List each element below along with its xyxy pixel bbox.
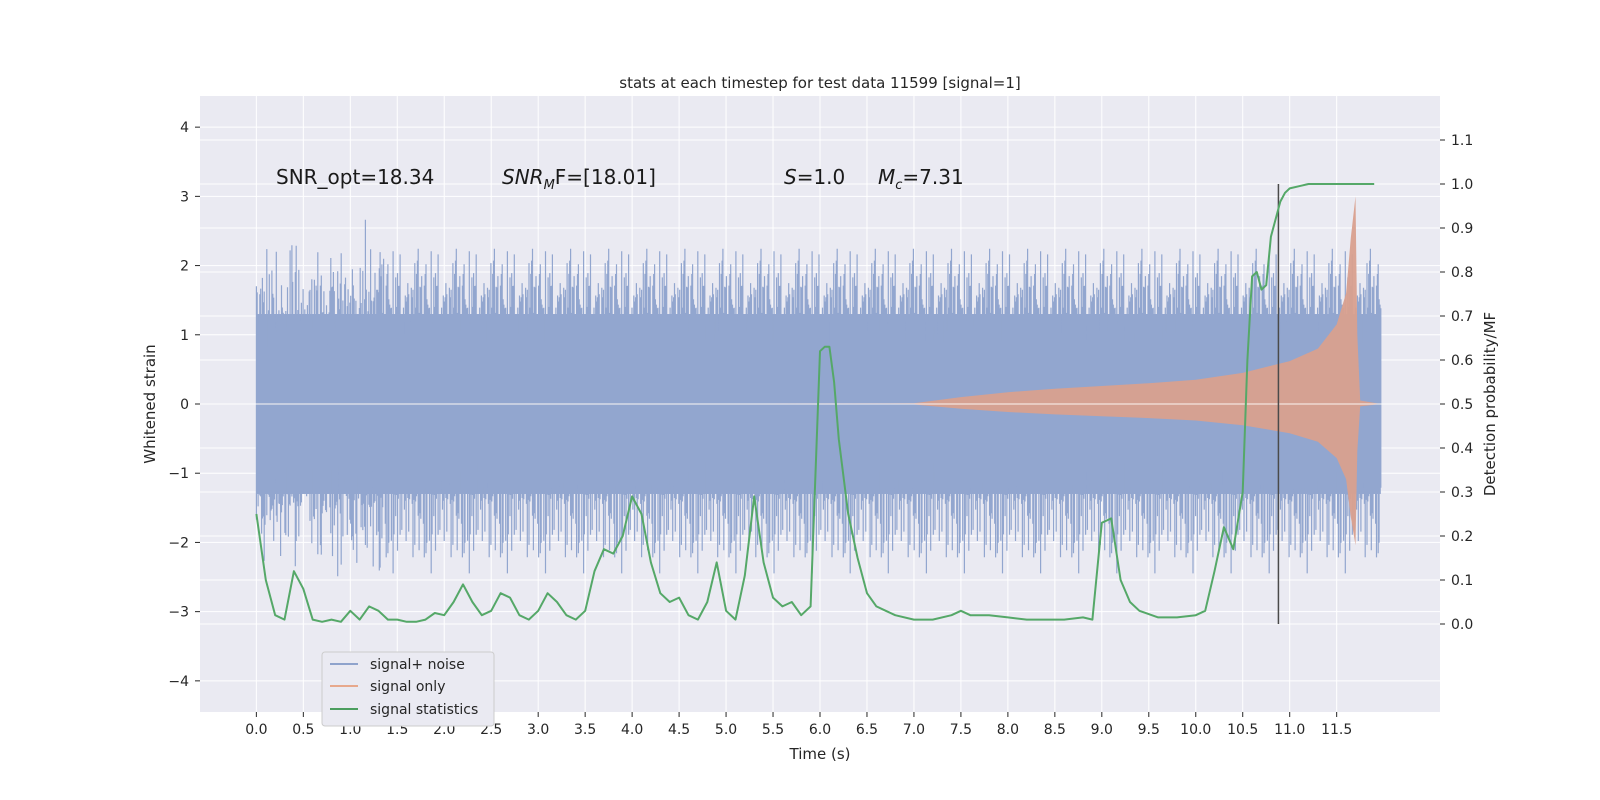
annotation-mc-sub: c <box>895 178 902 193</box>
x-axis-label: Time (s) <box>789 745 851 763</box>
legend-label-noise: signal+ noise <box>370 657 465 673</box>
y-tick-label-4: 0 <box>180 397 189 413</box>
signal-statistics-line <box>255 183 1375 623</box>
legend-label-signal: signal only <box>370 679 445 695</box>
x-tick-label-16: 8.0 <box>997 722 1019 738</box>
x-tick-label-19: 9.5 <box>1138 722 1160 738</box>
yr-tick-label-2: 0.9 <box>1451 221 1473 237</box>
x-tick-label-14: 7.0 <box>903 722 925 738</box>
x-tick-label-0: 0.0 <box>245 722 267 738</box>
yr-tick-label-8: 0.3 <box>1451 485 1473 501</box>
y-tick-label-6: −2 <box>168 535 189 551</box>
x-tick-label-1: 0.5 <box>292 722 314 738</box>
x-tick-label-8: 4.0 <box>621 722 643 738</box>
yr-tick-label-3: 0.8 <box>1451 265 1473 281</box>
annotation-snr-mf: SNRMF=[18.01] <box>502 165 656 193</box>
annotation-s: S=1.0 <box>784 165 845 189</box>
yr-tick-label-0: 1.1 <box>1451 133 1473 149</box>
yr-tick-label-7: 0.4 <box>1451 441 1473 457</box>
annotation-snr-mf-rest: F=[18.01] <box>555 165 656 189</box>
legend: signal+ noise signal only signal statist… <box>321 651 495 727</box>
yr-tick-label-9: 0.2 <box>1451 529 1473 545</box>
x-tick-label-11: 5.5 <box>762 722 784 738</box>
annotation-snr-mf-sub: M <box>544 178 555 193</box>
x-tick-label-21: 10.5 <box>1227 722 1258 738</box>
legend-frame <box>321 651 495 727</box>
y-tick-label-5: −1 <box>168 466 189 482</box>
y-tick-label-1: 3 <box>180 189 189 205</box>
x-tick-label-10: 5.0 <box>715 722 737 738</box>
annotation-mc: Mc=7.31 <box>878 165 964 193</box>
annotation-s-var: S <box>784 165 797 189</box>
yr-tick-label-10: 0.1 <box>1451 573 1473 589</box>
x-tick-label-9: 4.5 <box>668 722 690 738</box>
x-tick-label-22: 11.0 <box>1274 722 1305 738</box>
x-tick-label-13: 6.5 <box>856 722 878 738</box>
chart-title: stats at each timestep for test data 115… <box>619 74 1020 92</box>
axis-ticks: 0.0 0.5 1.0 1.5 2.0 2.5 3.0 3.5 4.0 4.5 5.0 5.5 6.0 6… <box>168 120 1473 738</box>
y-axis-right-label: Detection probability/MF <box>1481 312 1499 496</box>
x-tick-label-17: 8.5 <box>1044 722 1066 738</box>
yr-tick-label-11: 0.0 <box>1451 617 1473 633</box>
yr-tick-label-5: 0.6 <box>1451 353 1473 369</box>
y-tick-label-3: 1 <box>180 328 189 344</box>
x-tick-label-23: 11.5 <box>1321 722 1352 738</box>
y-tick-label-2: 2 <box>180 259 189 275</box>
yr-tick-label-1: 1.0 <box>1451 177 1473 193</box>
y-tick-label-8: −4 <box>168 674 189 690</box>
x-tick-label-12: 6.0 <box>809 722 831 738</box>
signal-statistics-trace <box>255 183 1375 623</box>
x-tick-label-6: 3.0 <box>527 722 549 738</box>
y-axis-label: Whitened strain <box>141 344 159 463</box>
annotation-snr-mf-main: SNR <box>502 165 544 189</box>
annotation-s-rest: =1.0 <box>797 165 846 189</box>
y-tick-label-0: 4 <box>180 120 189 136</box>
x-tick-label-15: 7.5 <box>950 722 972 738</box>
yr-tick-label-6: 0.5 <box>1451 397 1473 413</box>
x-tick-label-18: 9.0 <box>1091 722 1113 738</box>
y-tick-label-7: −3 <box>168 605 189 621</box>
yr-tick-label-4: 0.7 <box>1451 309 1473 325</box>
x-tick-label-7: 3.5 <box>574 722 596 738</box>
annotation-snr-opt: SNR_opt=18.34 <box>276 165 434 189</box>
legend-label-stats: signal statistics <box>370 702 478 718</box>
annotation-mc-rest: =7.31 <box>902 165 963 189</box>
x-tick-label-20: 10.0 <box>1180 722 1211 738</box>
annotation-mc-var: M <box>878 165 895 189</box>
